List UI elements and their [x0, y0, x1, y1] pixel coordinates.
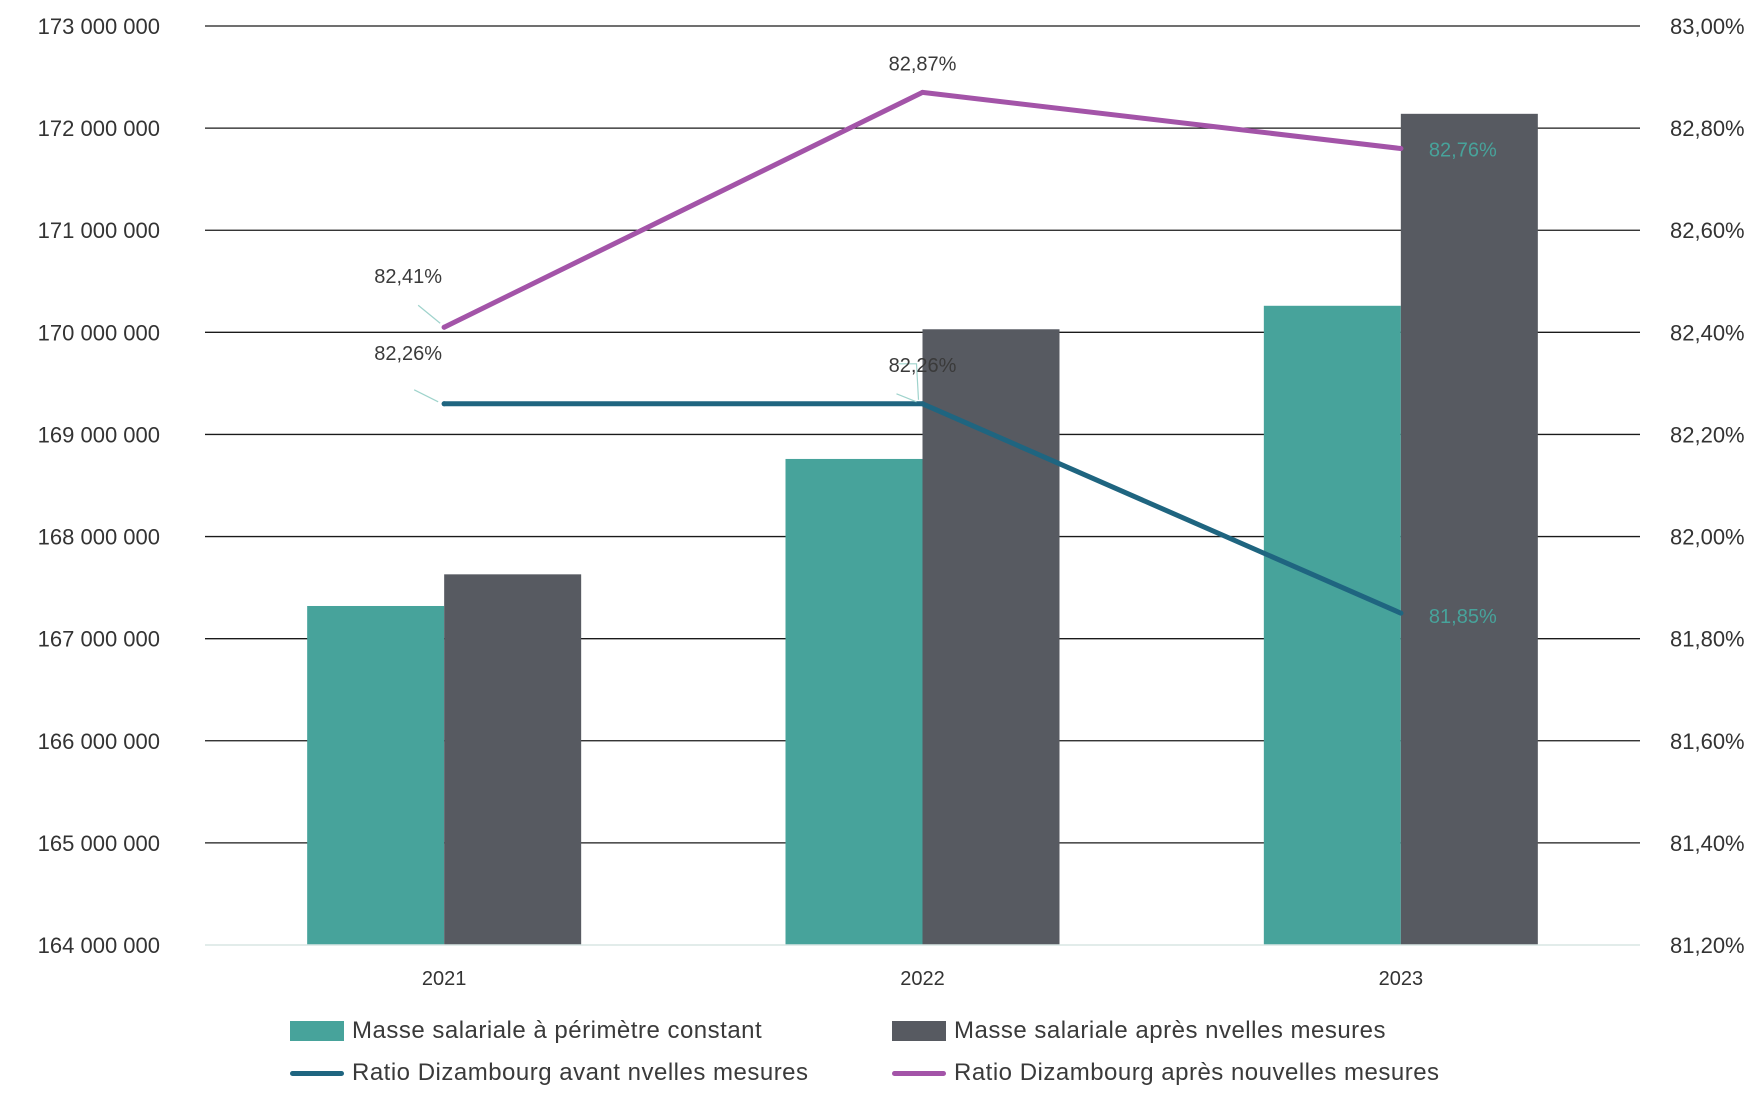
- data-labels: 82,26% 82,26% 81,85% 82,41% 82,87% 82,76%: [374, 53, 1497, 628]
- line-point-2-2023: [1398, 146, 1404, 152]
- label-leader: [896, 393, 917, 403]
- y-right-tick-label: 83,00%: [1670, 14, 1745, 39]
- data-label-2-2022: 82,87%: [889, 53, 957, 75]
- legend-swatch-bar-1: [290, 1021, 344, 1041]
- bars: [307, 113, 1538, 946]
- line-point-1-2021: [441, 401, 447, 407]
- bar-2-2023: [1400, 113, 1538, 945]
- label-leader: [413, 389, 439, 403]
- x-axis: 2021 2022 2023: [205, 944, 1640, 990]
- legend-label: Ratio Dizambourg avant nvelles mesures: [352, 1059, 809, 1086]
- combo-chart: 164 000 000 165 000 000 166 000 000 167 000…: [38, 14, 1745, 990]
- y-left-tick-label: 169 000 000: [38, 422, 160, 447]
- legend-label: Ratio Dizambourg après nouvelles mesures: [954, 1059, 1440, 1086]
- legend-item-line-2: Ratio Dizambourg après nouvelles mesures: [892, 1059, 1440, 1087]
- line-point-2-2022: [920, 89, 925, 95]
- legend-label: Masse salariale après nvelles mesures: [954, 1017, 1387, 1044]
- bar-2-2022: [922, 329, 1060, 945]
- x-tick-label: 2023: [1379, 968, 1424, 990]
- legend-item-bar-2: Masse salariale après nvelles mesures: [892, 1017, 1386, 1045]
- line-point-1-2023: [1398, 610, 1404, 616]
- legend-item-line-1: Ratio Dizambourg avant nvelles mesures: [290, 1059, 892, 1087]
- legend: Masse salariale à périmètre constant Mas…: [290, 1010, 1590, 1094]
- line-point-1-2022: [920, 401, 925, 407]
- bar-1-2021: [307, 605, 445, 945]
- y-right-tick-label: 81,20%: [1670, 933, 1745, 958]
- legend-row-2: Ratio Dizambourg avant nvelles mesures R…: [290, 1052, 1590, 1094]
- legend-item-bar-1: Masse salariale à périmètre constant: [290, 1017, 892, 1045]
- data-label-1-2021: 82,26%: [374, 343, 442, 365]
- data-label-2-2023: 82,76%: [1429, 140, 1497, 162]
- label-leader: [898, 363, 920, 400]
- legend-label: Masse salariale à périmètre constant: [352, 1017, 763, 1044]
- x-tick-label: 2022: [900, 968, 945, 990]
- y-right-tick-label: 82,80%: [1670, 116, 1745, 141]
- data-label-2-2021: 82,41%: [374, 266, 442, 288]
- y-axis-right: 81,20% 81,40% 81,60% 81,80% 82,00% 82,20% 82,4…: [1670, 14, 1745, 958]
- data-label-1-2023: 81,85%: [1429, 606, 1497, 628]
- y-left-tick-label: 166 000 000: [38, 729, 160, 754]
- legend-row-1: Masse salariale à périmètre constant Mas…: [290, 1010, 1590, 1052]
- legend-swatch-line-2: [892, 1070, 946, 1076]
- y-right-tick-label: 82,00%: [1670, 525, 1745, 550]
- y-right-tick-label: 82,60%: [1670, 218, 1745, 243]
- line-point-2-2021: [441, 324, 447, 330]
- bar-1-2023: [1263, 305, 1401, 946]
- y-left-tick-label: 173 000 000: [38, 14, 160, 39]
- y-axis-left: 164 000 000 165 000 000 166 000 000 167 000…: [38, 14, 160, 958]
- y-right-tick-label: 81,80%: [1670, 627, 1745, 652]
- label-leaders: [413, 304, 920, 403]
- y-left-tick-label: 164 000 000: [38, 933, 160, 958]
- y-left-tick-label: 172 000 000: [38, 116, 160, 141]
- legend-swatch-line-1: [290, 1070, 344, 1076]
- y-right-tick-label: 82,20%: [1670, 422, 1745, 447]
- y-left-tick-label: 170 000 000: [38, 320, 160, 345]
- bar-2-2021: [444, 574, 582, 945]
- bar-1-2022: [785, 458, 923, 945]
- lines: [441, 89, 1404, 616]
- legend-swatch-bar-2: [892, 1021, 946, 1041]
- x-tick-label: 2021: [422, 968, 467, 990]
- y-right-tick-label: 81,40%: [1670, 831, 1745, 856]
- y-right-tick-label: 81,60%: [1670, 729, 1745, 754]
- data-label-1-2022: 82,26%: [889, 355, 957, 377]
- y-right-tick-label: 82,40%: [1670, 320, 1745, 345]
- y-left-tick-label: 165 000 000: [38, 831, 160, 856]
- label-leader: [417, 304, 441, 324]
- y-left-tick-label: 171 000 000: [38, 218, 160, 243]
- y-left-tick-label: 168 000 000: [38, 525, 160, 550]
- y-left-tick-label: 167 000 000: [38, 627, 160, 652]
